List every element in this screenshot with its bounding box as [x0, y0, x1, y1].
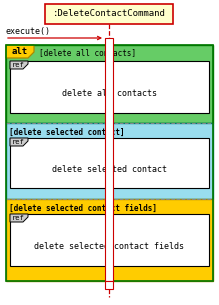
- Text: execute(): execute(): [5, 27, 50, 36]
- Text: delete selected contact fields: delete selected contact fields: [35, 242, 184, 251]
- Polygon shape: [10, 138, 28, 146]
- Bar: [10, 138, 209, 188]
- Text: ref: ref: [12, 139, 25, 145]
- Text: delete all contacts: delete all contacts: [62, 89, 157, 98]
- Text: ref: ref: [12, 62, 25, 68]
- Bar: [10, 61, 209, 113]
- Text: [delete selected contact]: [delete selected contact]: [9, 127, 125, 137]
- Text: [delete selected contact fields]: [delete selected contact fields]: [9, 203, 157, 213]
- Bar: [6, 199, 213, 281]
- Text: alt: alt: [12, 47, 28, 56]
- Text: :DeleteContactCommand: :DeleteContactCommand: [53, 9, 165, 19]
- Polygon shape: [10, 214, 28, 222]
- Bar: [6, 45, 213, 123]
- Text: delete selected contact: delete selected contact: [52, 164, 167, 174]
- Text: ref: ref: [12, 215, 25, 221]
- Polygon shape: [10, 61, 28, 69]
- Bar: [45, 4, 173, 24]
- Bar: [6, 45, 213, 281]
- Bar: [6, 123, 213, 199]
- Bar: [105, 38, 113, 281]
- Text: [delete all contacts]: [delete all contacts]: [39, 48, 136, 57]
- Bar: [10, 214, 209, 266]
- Bar: [105, 281, 113, 289]
- Polygon shape: [6, 45, 34, 58]
